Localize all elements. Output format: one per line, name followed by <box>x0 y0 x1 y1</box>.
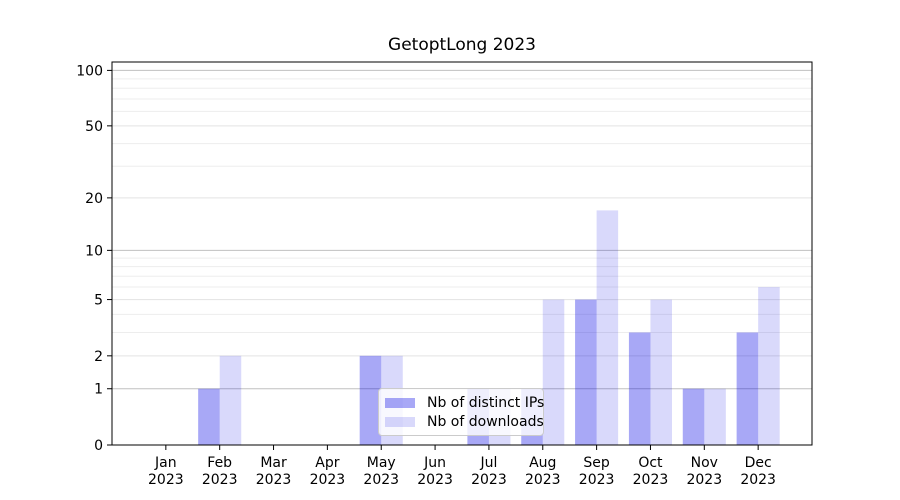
x-tick-year-label: 2023 <box>579 472 615 488</box>
x-tick-label: Nov <box>691 455 718 471</box>
legend-swatch-distinct-ips <box>385 397 415 408</box>
legend-row-downloads: Nb of downloads <box>385 413 544 430</box>
legend-label-downloads: Nb of downloads <box>427 413 544 430</box>
x-tick-year-label: 2023 <box>202 472 238 488</box>
y-tick-label: 0 <box>94 438 103 454</box>
legend-swatch-downloads <box>385 416 415 427</box>
bar-distinct-ips <box>575 299 597 445</box>
x-tick-year-label: 2023 <box>148 472 184 488</box>
y-tick-label: 1 <box>94 382 103 398</box>
x-tick-label: Apr <box>315 455 339 471</box>
x-tick-year-label: 2023 <box>686 472 722 488</box>
x-tick-label: Jun <box>423 455 446 471</box>
x-tick-year-label: 2023 <box>363 472 399 488</box>
x-tick-label: Sep <box>583 455 610 471</box>
y-tick-label: 100 <box>76 63 103 79</box>
x-tick-year-label: 2023 <box>633 472 669 488</box>
bar-distinct-ips <box>628 332 651 445</box>
bar-distinct-ips <box>198 388 220 445</box>
plot-border <box>111 61 813 446</box>
y-tick-label: 5 <box>94 293 103 309</box>
bar-downloads <box>542 299 565 445</box>
x-tick-label: Oct <box>638 455 663 471</box>
bar-distinct-ips <box>736 332 759 445</box>
x-tick-label: Dec <box>745 455 772 471</box>
bar-downloads <box>650 299 672 445</box>
tick-labels: 0125102050100Jan2023Feb2023Mar2023Apr202… <box>76 63 776 488</box>
x-tick-label: Jul <box>479 455 497 471</box>
bar-downloads <box>596 210 619 445</box>
legend-label-distinct-ips: Nb of distinct IPs <box>427 394 545 411</box>
y-tick-label: 50 <box>85 119 103 135</box>
x-tick-label: May <box>367 455 396 471</box>
gridlines <box>112 69 812 390</box>
bar-downloads <box>219 355 242 445</box>
x-tick-year-label: 2023 <box>256 472 292 488</box>
axes <box>107 61 813 450</box>
x-tick-label: Aug <box>529 455 556 471</box>
x-tick-label: Feb <box>207 455 232 471</box>
bar-distinct-ips <box>682 388 705 445</box>
legend-row-distinct-ips: Nb of distinct IPs <box>385 394 545 411</box>
x-tick-year-label: 2023 <box>417 472 453 488</box>
legend: Nb of distinct IPs Nb of downloads <box>378 388 544 436</box>
x-tick-year-label: 2023 <box>310 472 346 488</box>
y-tick-label: 10 <box>85 243 103 259</box>
y-tick-label: 2 <box>94 349 103 365</box>
bar-distinct-ips <box>359 355 382 445</box>
chart-title: GetoptLong 2023 <box>388 35 536 55</box>
bar-downloads <box>704 388 726 445</box>
x-tick-year-label: 2023 <box>471 472 507 488</box>
y-tick-label: 20 <box>85 191 103 207</box>
bar-downloads <box>758 287 780 445</box>
x-tick-year-label: 2023 <box>525 472 561 488</box>
x-tick-label: Jan <box>154 455 177 471</box>
x-tick-year-label: 2023 <box>740 472 776 488</box>
x-tick-label: Mar <box>260 455 287 471</box>
